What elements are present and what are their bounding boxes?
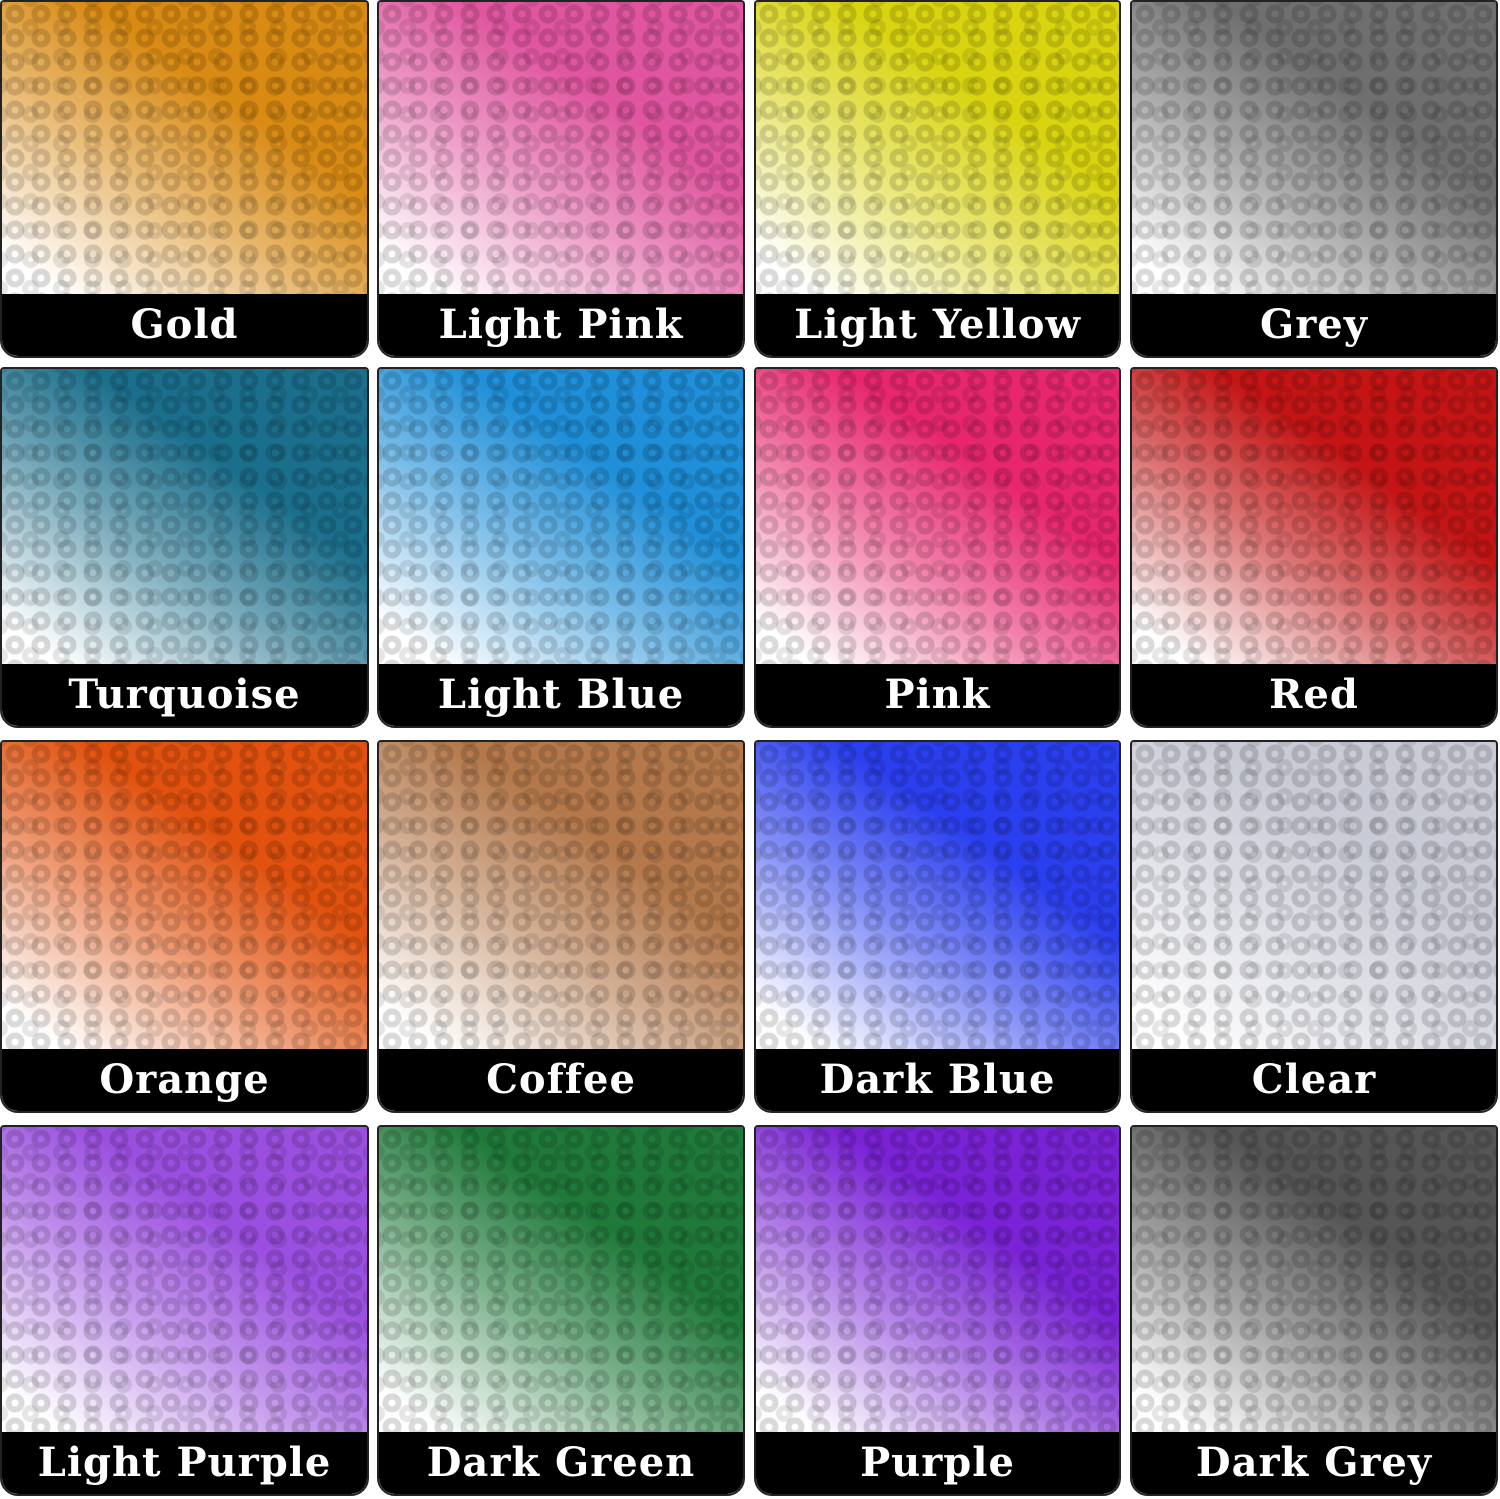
swatch-tile-light-pink: Light Pink: [377, 0, 745, 358]
gem-pattern: [756, 742, 1119, 1051]
swatch-color-fill: [2, 2, 367, 296]
swatch-photo: [1132, 369, 1496, 666]
swatch-label: Pink: [756, 664, 1119, 726]
swatch-color-fill: [379, 369, 743, 666]
swatch-color-fill: [756, 369, 1119, 666]
swatch-tile-light-purple: Light Purple: [0, 1125, 369, 1496]
swatch-label: Gold: [2, 294, 367, 356]
swatch-tile-dark-grey: Dark Grey: [1130, 1125, 1498, 1496]
swatch-color-fill: [1132, 1127, 1496, 1434]
swatch-tile-dark-blue: Dark Blue: [754, 740, 1121, 1113]
swatch-color-fill: [756, 2, 1119, 296]
swatch-label: Light Blue: [379, 664, 743, 726]
gem-pattern: [2, 1127, 367, 1434]
swatch-label: Light Pink: [379, 294, 743, 356]
gem-pattern: [2, 2, 367, 296]
swatch-color-fill: [756, 1127, 1119, 1434]
swatch-photo: [1132, 2, 1496, 296]
swatch-photo: [1132, 742, 1496, 1051]
swatch-photo: [379, 2, 743, 296]
gem-pattern: [379, 1127, 743, 1434]
gem-pattern: [1132, 1127, 1496, 1434]
swatch-photo: [756, 369, 1119, 666]
swatch-color-fill: [2, 369, 367, 666]
swatch-tile-coffee: Coffee: [377, 740, 745, 1113]
swatch-label: Turquoise: [2, 664, 367, 726]
swatch-tile-pink: Pink: [754, 367, 1121, 728]
gem-pattern: [1132, 742, 1496, 1051]
swatch-label: Orange: [2, 1049, 367, 1111]
swatch-photo: [379, 369, 743, 666]
swatch-color-fill: [2, 742, 367, 1051]
swatch-color-fill: [379, 1127, 743, 1434]
swatch-color-fill: [1132, 2, 1496, 296]
gem-pattern: [756, 1127, 1119, 1434]
swatch-color-fill: [756, 742, 1119, 1051]
swatch-label: Red: [1132, 664, 1496, 726]
gem-pattern: [1132, 369, 1496, 666]
swatch-color-fill: [1132, 742, 1496, 1051]
swatch-tile-grey: Grey: [1130, 0, 1498, 358]
gem-pattern: [2, 742, 367, 1051]
swatch-photo: [2, 742, 367, 1051]
swatch-label: Dark Grey: [1132, 1432, 1496, 1494]
swatch-label: Light Yellow: [756, 294, 1119, 356]
swatch-label: Dark Blue: [756, 1049, 1119, 1111]
swatch-photo: [756, 2, 1119, 296]
swatch-photo: [2, 2, 367, 296]
gem-pattern: [756, 2, 1119, 296]
swatch-color-fill: [1132, 369, 1496, 666]
swatch-label: Dark Green: [379, 1432, 743, 1494]
swatch-label: Coffee: [379, 1049, 743, 1111]
swatch-photo: [2, 1127, 367, 1434]
swatch-label: Purple: [756, 1432, 1119, 1494]
swatch-tile-dark-green: Dark Green: [377, 1125, 745, 1496]
swatch-color-fill: [379, 742, 743, 1051]
swatch-tile-light-yellow: Light Yellow: [754, 0, 1121, 358]
gem-pattern: [379, 369, 743, 666]
swatch-photo: [379, 1127, 743, 1434]
swatch-photo: [379, 742, 743, 1051]
swatch-label: Clear: [1132, 1049, 1496, 1111]
gem-pattern: [756, 369, 1119, 666]
swatch-photo: [756, 1127, 1119, 1434]
swatch-tile-light-blue: Light Blue: [377, 367, 745, 728]
swatch-color-fill: [2, 1127, 367, 1434]
gem-pattern: [2, 369, 367, 666]
swatch-photo: [2, 369, 367, 666]
swatch-tile-purple: Purple: [754, 1125, 1121, 1496]
gem-pattern: [1132, 2, 1496, 296]
swatch-label: Light Purple: [2, 1432, 367, 1494]
swatch-tile-gold: Gold: [0, 0, 369, 358]
swatch-label: Grey: [1132, 294, 1496, 356]
gem-pattern: [379, 2, 743, 296]
swatch-photo: [756, 742, 1119, 1051]
swatch-color-fill: [379, 2, 743, 296]
swatch-photo: [1132, 1127, 1496, 1434]
swatch-tile-turquoise: Turquoise: [0, 367, 369, 728]
swatch-tile-red: Red: [1130, 367, 1498, 728]
swatch-tile-clear: Clear: [1130, 740, 1498, 1113]
gem-pattern: [379, 742, 743, 1051]
swatch-tile-orange: Orange: [0, 740, 369, 1113]
